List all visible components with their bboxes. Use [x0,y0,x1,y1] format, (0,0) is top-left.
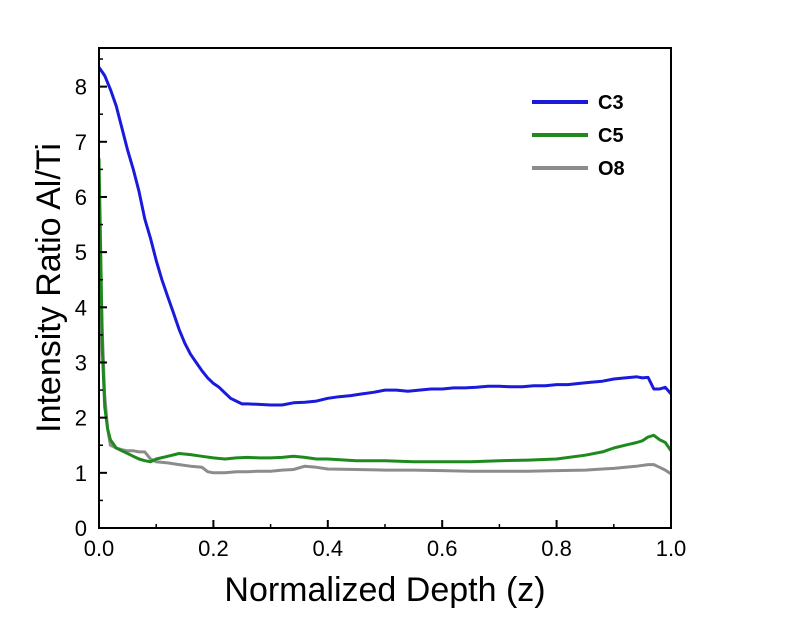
y-tick-label: 7 [75,130,87,155]
x-tick-label: 0.2 [198,536,229,561]
y-tick-label: 6 [75,185,87,210]
series-line-c3 [99,66,671,407]
legend-label-c3: C3 [598,92,624,114]
series-layer [99,66,671,476]
legend-label-c5: C5 [598,125,624,147]
x-tick-label: 0.4 [313,536,344,561]
legend-label-o8: O8 [598,158,625,180]
y-tick-label: 4 [75,295,87,320]
y-tick-label: 0 [75,516,87,541]
y-axis-title: Intensity Ratio Al/Ti [30,143,68,433]
series-line-c5 [99,158,671,464]
y-tick-label: 1 [75,461,87,486]
y-tick-label: 3 [75,350,87,375]
y-tick-label: 2 [75,406,87,431]
ticks-layer: 0.0 0.2 0.4 0.6 0.8 1.0 0 1 2 3 4 5 6 7 8 [75,58,687,561]
x-tick-label: 0.0 [84,536,115,561]
x-tick-label: 1.0 [656,536,687,561]
legend: C3 C5 O8 [532,92,625,180]
series-line-o8 [99,278,671,476]
x-tick-label: 0.6 [427,536,458,561]
y-tick-label: 5 [75,240,87,265]
y-tick-label: 8 [75,75,87,100]
x-axis-title: Normalized Depth (z) [224,571,545,609]
x-tick-label: 0.8 [541,536,572,561]
